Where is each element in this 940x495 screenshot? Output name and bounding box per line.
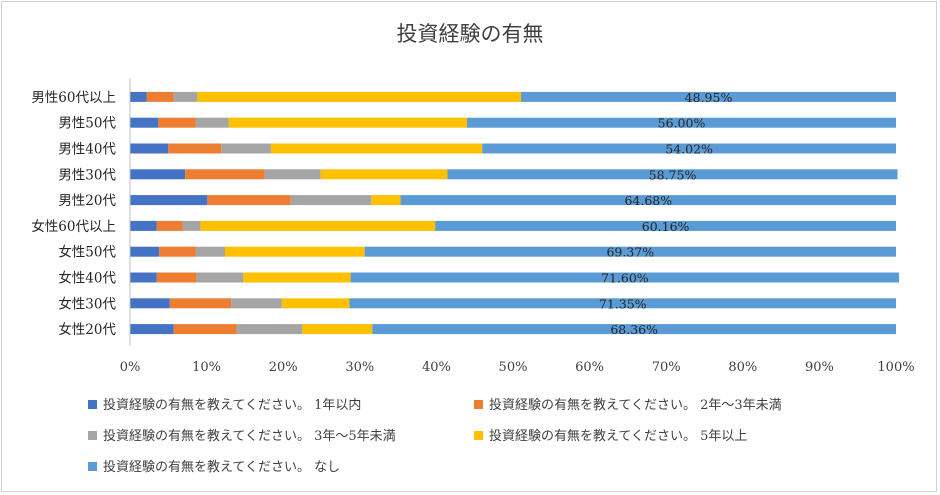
data-label: 48.95% [685,90,733,105]
bar-5-4 [447,169,898,180]
x-tick-label: 10% [192,360,221,375]
legend-item: 投資経験の有無を教えてください。 なし [88,456,340,475]
bar-3-6 [182,220,201,231]
bar-5-5 [400,195,896,206]
legend-swatch [88,431,97,440]
legend-label: 投資経験の有無を教えてください。 1年以内 [103,398,362,413]
bar-4-1 [197,91,522,102]
bar-5-8 [350,272,900,283]
bar-5-10 [372,324,896,335]
legend-label: 投資経験の有無を教えてください。 3年～5年未満 [103,429,396,444]
legend-swatch [474,431,483,440]
bar-5-3 [482,143,896,154]
bar-4-2 [228,117,468,128]
x-tick-label: 40% [422,360,451,375]
category-label: 女性20代 [58,321,116,338]
data-label: 60.16% [642,219,690,234]
bar-2-9 [169,298,232,309]
bar-3-1 [173,91,198,102]
category-label: 女性50代 [58,244,116,261]
legend-swatch [88,400,97,409]
bar-4-8 [243,272,351,283]
bar-1-4 [130,169,186,180]
bar-5-1 [521,91,896,102]
data-label: 69.37% [606,245,654,260]
data-label: 71.60% [601,271,649,286]
bar-1-2 [130,117,159,128]
category-label: 女性40代 [58,270,116,287]
bar-1-5 [130,195,208,206]
bar-3-10 [236,324,303,335]
data-label: 71.35% [599,296,647,311]
bar-1-1 [130,91,147,102]
x-tick-label: 60% [575,360,604,375]
x-tick-label: 70% [652,360,681,375]
legend-swatch [474,400,483,409]
x-tick-label: 90% [805,360,834,375]
bar-4-4 [320,169,448,180]
bar-3-7 [195,246,225,257]
bar-3-8 [196,272,244,283]
data-label: 54.02% [665,142,713,157]
legend-label: 投資経験の有無を教えてください。 2年～3年未満 [489,398,782,413]
bar-2-6 [156,220,183,231]
legend-item: 投資経験の有無を教えてください。 3年～5年未満 [88,425,396,444]
bar-2-10 [173,324,237,335]
chart-title: 投資経験の有無 [396,22,544,46]
bar-1-3 [130,143,169,154]
bar-1-7 [130,246,160,257]
bar-4-5 [371,195,401,206]
bar-2-1 [146,91,174,102]
bar-1-6 [130,220,157,231]
x-tick-label: 30% [345,360,374,375]
bar-3-9 [231,298,282,309]
x-tick-label: 100% [877,360,914,375]
data-label: 56.00% [658,116,706,131]
bar-5-7 [364,246,896,257]
bar-5-9 [349,298,897,309]
bar-5-2 [467,117,896,128]
bar-2-4 [185,169,265,180]
bar-2-8 [156,272,197,283]
category-label: 男性20代 [58,193,116,209]
legend-swatch [88,462,97,471]
bar-4-9 [281,298,350,309]
x-tick-label: 20% [269,360,298,375]
bar-2-7 [159,246,196,257]
bar-3-2 [195,117,229,128]
x-tick-label: 0% [120,360,141,375]
data-label: 68.36% [610,322,658,337]
category-label: 男性30代 [58,167,116,183]
bar-1-9 [130,298,170,309]
bar-3-5 [290,195,372,206]
legend-label: 投資経験の有無を教えてください。 なし [103,460,341,475]
data-label: 64.68% [624,193,672,208]
bar-1-8 [130,272,157,283]
legend-item: 投資経験の有無を教えてください。 2年～3年未満 [474,394,782,413]
bar-4-6 [200,220,436,231]
bar-3-4 [264,169,321,180]
x-tick-label: 50% [499,360,528,375]
bar-4-7 [224,246,365,257]
bar-5-6 [435,220,896,231]
legend-item: 投資経験の有無を教えてください。 1年以内 [88,394,361,413]
bar-2-3 [168,143,222,154]
bar-2-2 [158,117,196,128]
category-label: 男性50代 [58,116,116,132]
category-label: 女性30代 [58,295,116,312]
category-label: 男性60代以上 [31,90,116,106]
category-label: 女性60代以上 [31,218,116,235]
bar-1-10 [130,324,174,335]
category-label: 男性40代 [58,142,116,158]
bar-3-3 [221,143,271,154]
bar-4-10 [302,324,373,335]
data-label: 58.75% [649,167,697,182]
bar-4-3 [270,143,483,154]
legend-item: 投資経験の有無を教えてください。 5年以上 [474,425,747,444]
x-tick-label: 80% [728,360,757,375]
legend-label: 投資経験の有無を教えてください。 5年以上 [489,429,748,444]
bar-2-5 [207,195,291,206]
